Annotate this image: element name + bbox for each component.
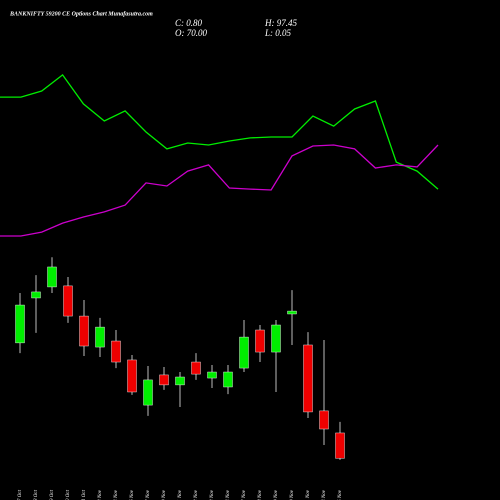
candle-body xyxy=(303,344,313,413)
x-tick-label: 27 Oct xyxy=(18,489,23,500)
x-tick-label: 24 Nov xyxy=(322,489,327,500)
indicator-line xyxy=(0,144,439,237)
candle-body xyxy=(47,266,57,288)
candle-body xyxy=(223,371,233,388)
x-tick-label: 28 Oct xyxy=(34,489,39,500)
x-tick-label: 11 Nov xyxy=(178,489,183,500)
stat: C: 0.80 xyxy=(175,18,203,28)
stat: H: 97.45 xyxy=(264,18,297,28)
candle-body xyxy=(207,371,217,379)
x-tick-label: 13 Nov xyxy=(210,489,215,500)
x-tick-label: 20 Nov xyxy=(290,489,295,500)
x-tick-label: 30 Oct xyxy=(66,489,71,500)
candle-body xyxy=(143,379,153,406)
x-tick-label: 03 Nov xyxy=(98,489,103,500)
x-tick-label: 31 Oct xyxy=(82,489,87,500)
stat: L: 0.05 xyxy=(264,28,292,38)
x-tick-label: 17 Nov xyxy=(242,489,247,500)
x-tick-label: 19 Nov xyxy=(274,489,279,500)
x-tick-label: 29 Oct xyxy=(50,489,55,500)
x-tick-label: 06 Nov xyxy=(130,489,135,500)
x-tick-label: 10 Nov xyxy=(162,489,167,500)
candle-body xyxy=(63,285,73,317)
candle-body xyxy=(287,310,297,315)
x-tick-label: 18 Nov xyxy=(258,489,263,500)
x-tick-label: 21 Nov xyxy=(306,489,311,500)
x-tick-label: 12 Nov xyxy=(194,489,199,500)
candle-body xyxy=(79,315,89,347)
candle-body xyxy=(175,376,185,386)
chart-title: BANKNIFTY 59200 CE Options Chart Munafas… xyxy=(9,11,153,17)
candle-body xyxy=(271,324,281,353)
candle-body xyxy=(111,340,121,363)
candle-body xyxy=(127,359,137,393)
indicator-line xyxy=(0,73,439,190)
stat: O: 70.00 xyxy=(175,28,207,38)
candle-body xyxy=(319,410,329,430)
candle-body xyxy=(31,291,41,299)
x-tick-label: 04 Nov xyxy=(114,489,119,500)
candle-body xyxy=(255,329,265,353)
candle-body xyxy=(239,336,249,369)
candle-body xyxy=(15,304,25,344)
x-tick-label: 14 Nov xyxy=(226,489,231,500)
candle-body xyxy=(191,361,201,375)
x-tick-label: 07 Nov xyxy=(146,489,151,500)
x-tick-label: 25 Nov xyxy=(338,489,343,500)
candle-body xyxy=(335,432,345,459)
candle-body xyxy=(95,326,105,348)
candle-body xyxy=(159,374,169,386)
